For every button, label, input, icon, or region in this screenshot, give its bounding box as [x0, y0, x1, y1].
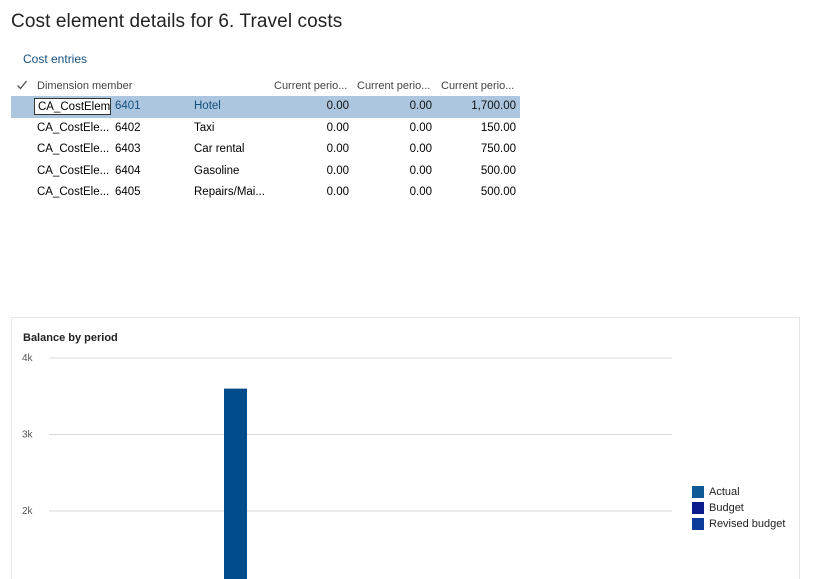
legend-label: Revised budget — [709, 518, 786, 530]
grid-header: Dimension member Current perio... Curren… — [11, 76, 520, 96]
period-1-cell: 0.00 — [326, 121, 349, 134]
checkmark-icon[interactable] — [16, 79, 28, 91]
member-cell: CA_CostEle... — [37, 143, 110, 155]
header-current-period-1[interactable]: Current perio... — [274, 80, 348, 92]
header-current-period-3[interactable]: Current perio... — [441, 80, 515, 92]
description-cell: Car rental — [194, 143, 245, 155]
table-row[interactable]: CA_CostEle... 6403 Car rental 0.00 0.00 750.0… — [11, 139, 520, 161]
period-3-cell: 500.00 — [480, 186, 516, 198]
legend-item[interactable]: Revised budget — [692, 516, 785, 532]
code-cell: 6401 — [115, 100, 141, 112]
period-2-cell: 0.00 — [409, 143, 432, 155]
chart-panel: 4k 3k 2k Balance by period Actual Budget Rev… — [11, 317, 800, 579]
code-cell: 6403 — [115, 143, 141, 155]
chart-legend: Actual Budget Revised budget — [692, 484, 785, 532]
table-row[interactable]: CA_CostElem 6401 Hotel 0.00 0.00 1,700.00 — [11, 96, 520, 118]
legend-item[interactable]: Actual — [692, 484, 785, 500]
description-cell: Taxi — [194, 121, 215, 134]
period-1-cell: 0.00 — [326, 143, 349, 155]
code-cell: 6402 — [115, 121, 141, 134]
page-title: Cost element details for 6. Travel costs — [11, 11, 343, 32]
cost-entries-link[interactable]: Cost entries — [23, 52, 88, 66]
period-2-cell: 0.00 — [409, 100, 432, 112]
cost-entries-grid: Dimension member Current perio... Curren… — [11, 76, 520, 204]
period-2-cell: 0.00 — [409, 186, 432, 198]
description-cell: Gasoline — [194, 164, 240, 177]
legend-label: Actual — [709, 486, 740, 498]
header-current-period-2[interactable]: Current perio... — [357, 80, 431, 92]
member-cell[interactable]: CA_CostElem — [34, 98, 111, 115]
member-cell: CA_CostEle... — [37, 121, 110, 134]
y-tick-label: 3k — [22, 430, 34, 441]
table-row[interactable]: CA_CostEle... 6404 Gasoline 0.00 0.00 500.00 — [11, 161, 520, 183]
period-1-cell: 0.00 — [326, 100, 349, 112]
member-cell: CA_CostEle... — [37, 186, 110, 198]
bar-actual[interactable] — [224, 388, 247, 579]
legend-item[interactable]: Budget — [692, 500, 785, 516]
period-2-cell: 0.00 — [409, 121, 432, 134]
period-3-cell: 150.00 — [480, 121, 516, 134]
period-3-cell: 500.00 — [480, 164, 516, 177]
chart-title: Balance by period — [23, 332, 118, 344]
description-cell: Repairs/Mai... — [194, 186, 265, 198]
period-3-cell: 1,700.00 — [471, 100, 516, 112]
grid-body: CA_CostElem 6401 Hotel 0.00 0.00 1,700.00 CA_C… — [11, 96, 520, 204]
legend-label: Budget — [709, 502, 744, 514]
y-tick-label: 4k — [22, 353, 34, 364]
legend-swatch — [692, 486, 704, 498]
description-cell: Hotel — [194, 100, 221, 112]
period-2-cell: 0.00 — [409, 164, 432, 177]
period-3-cell: 750.00 — [480, 143, 516, 155]
table-row[interactable]: CA_CostEle... 6402 Taxi 0.00 0.00 150.00 — [11, 118, 520, 140]
balance-chart: 4k 3k 2k — [22, 353, 672, 579]
y-tick-label: 2k — [22, 506, 34, 517]
header-dimension-member[interactable]: Dimension member — [37, 80, 133, 92]
period-1-cell: 0.00 — [326, 164, 349, 177]
period-1-cell: 0.00 — [326, 186, 349, 198]
legend-swatch — [692, 502, 704, 514]
legend-swatch — [692, 518, 704, 530]
code-cell: 6405 — [115, 186, 141, 198]
table-row[interactable]: CA_CostEle... 6405 Repairs/Mai... 0.00 0.00 5… — [11, 182, 520, 204]
code-cell: 6404 — [115, 164, 141, 177]
member-cell: CA_CostEle... — [37, 164, 110, 177]
